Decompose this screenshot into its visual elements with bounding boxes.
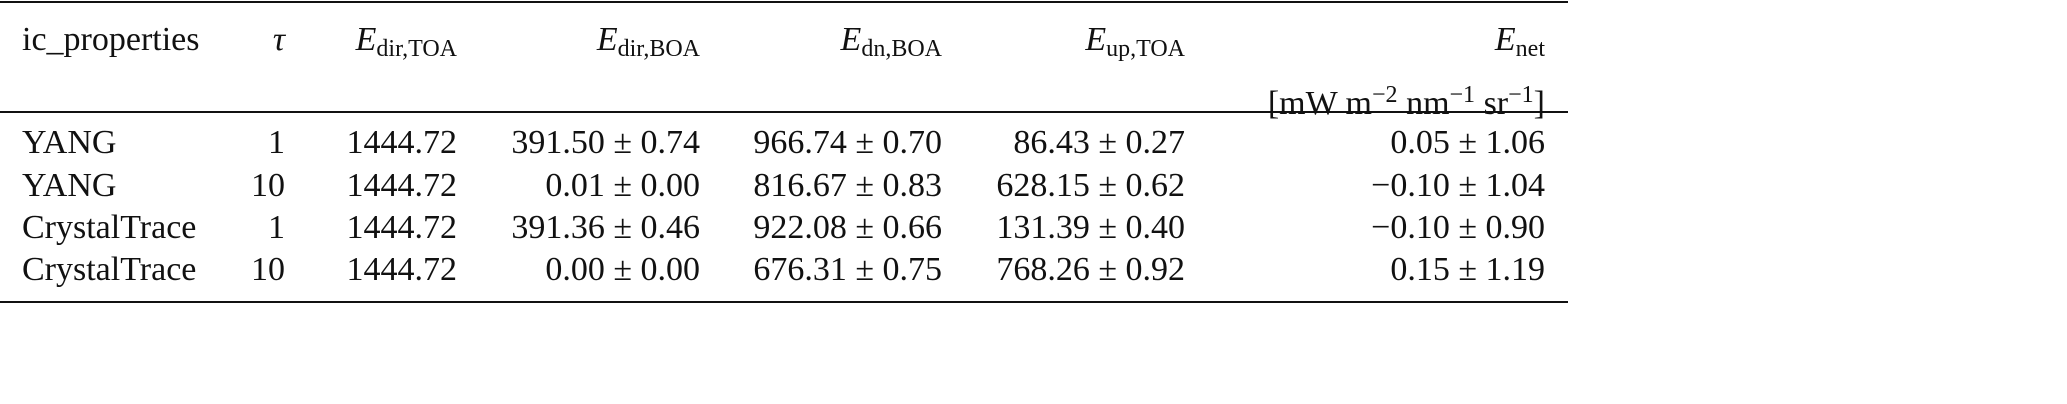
table-cell: 1444.72 (346, 209, 458, 246)
row-label: YANG (22, 167, 117, 204)
table-cell: 391.50 ± 0.74 (511, 124, 700, 161)
units-exponent: −1 (1508, 82, 1534, 108)
table-cell: 922.08 ± 0.66 (753, 209, 942, 246)
table-cell: 768.26 ± 0.92 (996, 251, 1185, 288)
header-subscript: dir,TOA (376, 36, 457, 62)
header-cell: Eup,TOA (1085, 20, 1185, 69)
table-cell: 628.15 ± 0.62 (996, 167, 1185, 204)
table-cell: 10 (251, 167, 285, 204)
units-text: [mW m (1267, 85, 1373, 122)
units-text: ] (1533, 85, 1545, 122)
header-symbol: E (840, 21, 862, 58)
row-label: CrystalTrace (22, 209, 197, 246)
table-cell: 1444.72 (346, 167, 458, 204)
header-subscript: up,TOA (1106, 36, 1185, 62)
table-cell: 816.67 ± 0.83 (753, 167, 942, 204)
header-symbol: E (596, 21, 618, 58)
table-cell: 1444.72 (346, 124, 458, 161)
table-cell: 676.31 ± 0.75 (753, 251, 942, 288)
table-cell: 10 (251, 251, 285, 288)
units-text: sr (1475, 85, 1509, 122)
table-cell: −0.10 ± 1.04 (1371, 167, 1545, 204)
row-label: YANG (22, 124, 117, 161)
table-cell: 966.74 ± 0.70 (753, 124, 942, 161)
header-cell: Edir,BOA (597, 20, 700, 69)
table-cell: 86.43 ± 0.27 (1013, 124, 1185, 161)
header-subscript: dir,BOA (617, 36, 700, 62)
table-cell: 391.36 ± 0.46 (511, 209, 700, 246)
table-cell: 131.39 ± 0.40 (996, 209, 1185, 246)
header-cell: Edn,BOA (841, 20, 942, 69)
table-cell: 0.05 ± 1.06 (1390, 124, 1545, 161)
table-cell: 1444.72 (346, 251, 458, 288)
header-subscript: net (1515, 36, 1545, 62)
header-cell: τ (273, 20, 285, 60)
bottom-rule (0, 301, 1568, 303)
top-rule (0, 1, 1568, 3)
table-cell: 0.01 ± 0.00 (545, 167, 700, 204)
mid-rule (0, 111, 1568, 113)
table-cell: 0.15 ± 1.19 (1390, 251, 1545, 288)
header-symbol: E (1494, 21, 1516, 58)
units-exponent: −1 (1449, 82, 1476, 108)
header-symbol: E (1085, 21, 1107, 58)
table-cell: 0.00 ± 0.00 (545, 251, 700, 288)
header-symbol: E (355, 21, 377, 58)
header-cell: Enet (1495, 20, 1545, 69)
table-cell: −0.10 ± 0.90 (1371, 209, 1545, 246)
table-cell: 1 (268, 124, 285, 161)
table-cell: 1 (268, 209, 285, 246)
header-subscript: dn,BOA (861, 36, 942, 62)
header-text: ic_properties (22, 21, 200, 58)
units-text: nm (1397, 85, 1450, 122)
header-cell: Edir,TOA (356, 20, 457, 69)
header-cell: ic_properties (22, 20, 200, 60)
header-text: τ (272, 21, 285, 58)
units: [mW m−2 nm−1 sr−1] (1268, 75, 1545, 124)
row-label: CrystalTrace (22, 251, 197, 288)
units-exponent: −2 (1372, 82, 1398, 108)
